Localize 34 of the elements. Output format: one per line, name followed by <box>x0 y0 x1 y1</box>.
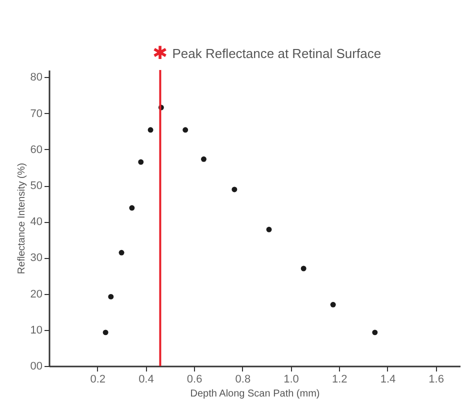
y-tick-label: 70 <box>30 108 42 120</box>
point <box>148 127 154 133</box>
x-tick-label: 0.2 <box>90 374 106 386</box>
y-tick-label: 60 <box>30 144 42 156</box>
y-axis-title: Reflectance Intensity (%) <box>16 162 28 274</box>
point <box>108 294 114 300</box>
point <box>330 302 336 308</box>
point <box>266 226 272 232</box>
y-tick-label: 80 <box>30 72 42 84</box>
x-tick-label: 1.0 <box>284 374 299 386</box>
point <box>372 330 378 336</box>
point <box>129 205 135 211</box>
point <box>182 127 188 133</box>
point <box>232 186 238 192</box>
y-tick-label: 40 <box>30 216 42 228</box>
x-tick-label: 0.6 <box>186 374 202 386</box>
y-tick-label: 30 <box>30 252 42 264</box>
point <box>300 266 306 272</box>
text: ✱ <box>152 43 168 63</box>
point <box>118 250 124 256</box>
point <box>200 156 206 162</box>
y-tick-label: 10 <box>30 324 42 336</box>
x-tick-label: 1.4 <box>380 374 396 386</box>
x-axis-title: Depth Along Scan Path (mm) <box>190 388 320 400</box>
y-tick-label: 20 <box>30 288 42 300</box>
y-tick-label: 00 <box>30 360 42 372</box>
point <box>102 330 108 336</box>
x-tick-label: 0.8 <box>235 374 251 386</box>
ref-line-label: Peak Reflectance at Retinal Surface <box>172 46 382 61</box>
point <box>138 159 144 165</box>
x-tick-label: 1.6 <box>428 374 444 386</box>
y-tick-label: 50 <box>30 180 42 192</box>
x-tick-label: 0.4 <box>138 374 154 386</box>
x-tick-label: 1.2 <box>332 374 348 386</box>
